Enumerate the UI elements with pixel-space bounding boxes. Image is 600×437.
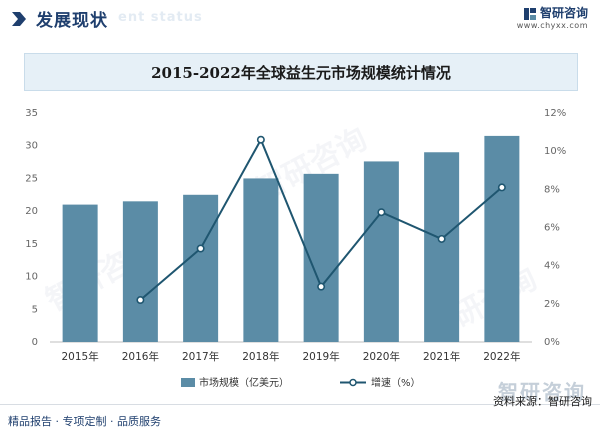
source-note: 资料来源：智研咨询: [493, 395, 592, 408]
y-left-tick-label: 30: [25, 141, 38, 152]
footer-tagline: 精品报告 · 专项定制 · 品质服务: [8, 415, 161, 428]
y-right-tick-label: 12%: [544, 108, 566, 119]
bar-market-size: [243, 178, 279, 342]
bar-market-size: [363, 161, 399, 342]
x-tick-label: 2022年: [483, 350, 520, 363]
bar-market-size: [484, 135, 520, 342]
y-right-tick-label: 2%: [544, 299, 560, 310]
x-tick-label: 2021年: [423, 350, 460, 363]
y-right-tick-label: 8%: [544, 184, 560, 195]
brand-logo-icon: [523, 7, 536, 20]
growth-rate-point: [136, 296, 145, 305]
x-tick-label: 2020年: [363, 350, 400, 363]
growth-rate-point: [196, 244, 205, 253]
x-tick-label: 2016年: [122, 350, 159, 363]
chart-title-box: 2015-2022年全球益生元市场规模统计情况: [24, 53, 578, 91]
x-tick-label: 2018年: [242, 350, 279, 363]
y-right-tick-label: 10%: [544, 146, 566, 157]
legend-label-line: 增速（%）: [371, 376, 421, 389]
section-title: 发展现状: [36, 11, 108, 31]
y-left-tick-label: 25: [25, 173, 38, 184]
x-tick-label: 2015年: [62, 350, 99, 363]
growth-rate-point: [497, 183, 506, 192]
bar-market-size: [183, 194, 219, 342]
brand-logo-top: 智研咨询 www.chyxx.com: [517, 4, 588, 30]
bar-market-size: [424, 152, 460, 342]
y-right-tick-label: 0%: [544, 337, 560, 348]
legend-swatch-point: [349, 378, 357, 387]
y-right-tick-label: 4%: [544, 261, 560, 272]
y-right-tick-label: 6%: [544, 223, 560, 234]
footer: 资料来源：智研咨询 精品报告 · 专项定制 · 品质服务: [0, 395, 600, 437]
y-left-tick-label: 15: [25, 239, 38, 250]
growth-rate-point: [377, 208, 386, 217]
bar-market-size: [122, 201, 158, 342]
bar-market-size: [62, 204, 98, 342]
market-size-chart: 0 5 10 15 20 25 30 35 0% 2% 4% 6% 8% 10% 12% 2015年 2016年…: [25, 108, 566, 389]
x-tick-label: 2017年: [182, 350, 219, 363]
section-header: 发展现状 ent status 智研咨询 www.chyxx.com: [0, 0, 600, 38]
y-left-tick-label: 35: [25, 108, 38, 119]
x-tick-label: 2019年: [303, 350, 340, 363]
y-left-tick-label: 20: [25, 206, 38, 217]
legend-swatch-bar: [181, 378, 195, 387]
y-left-tick-label: 0: [32, 337, 38, 348]
brand-name: 智研咨询: [539, 6, 588, 20]
section-marker-icon: [12, 12, 26, 26]
brand-url: www.chyxx.com: [516, 21, 588, 30]
y-left-tick-label: 10: [25, 272, 38, 283]
legend-label-bar: 市场规模（亿美元）: [199, 376, 289, 389]
y-left-tick-label: 5: [32, 304, 38, 315]
growth-rate-point: [437, 234, 446, 243]
section-subtitle-ghost: ent status: [118, 10, 203, 25]
chart-title: 2015-2022年全球益生元市场规模统计情况: [151, 63, 451, 82]
brand-watermark-bottom: 智研咨询: [498, 380, 586, 404]
growth-rate-point: [256, 135, 265, 144]
growth-rate-point: [317, 282, 326, 291]
